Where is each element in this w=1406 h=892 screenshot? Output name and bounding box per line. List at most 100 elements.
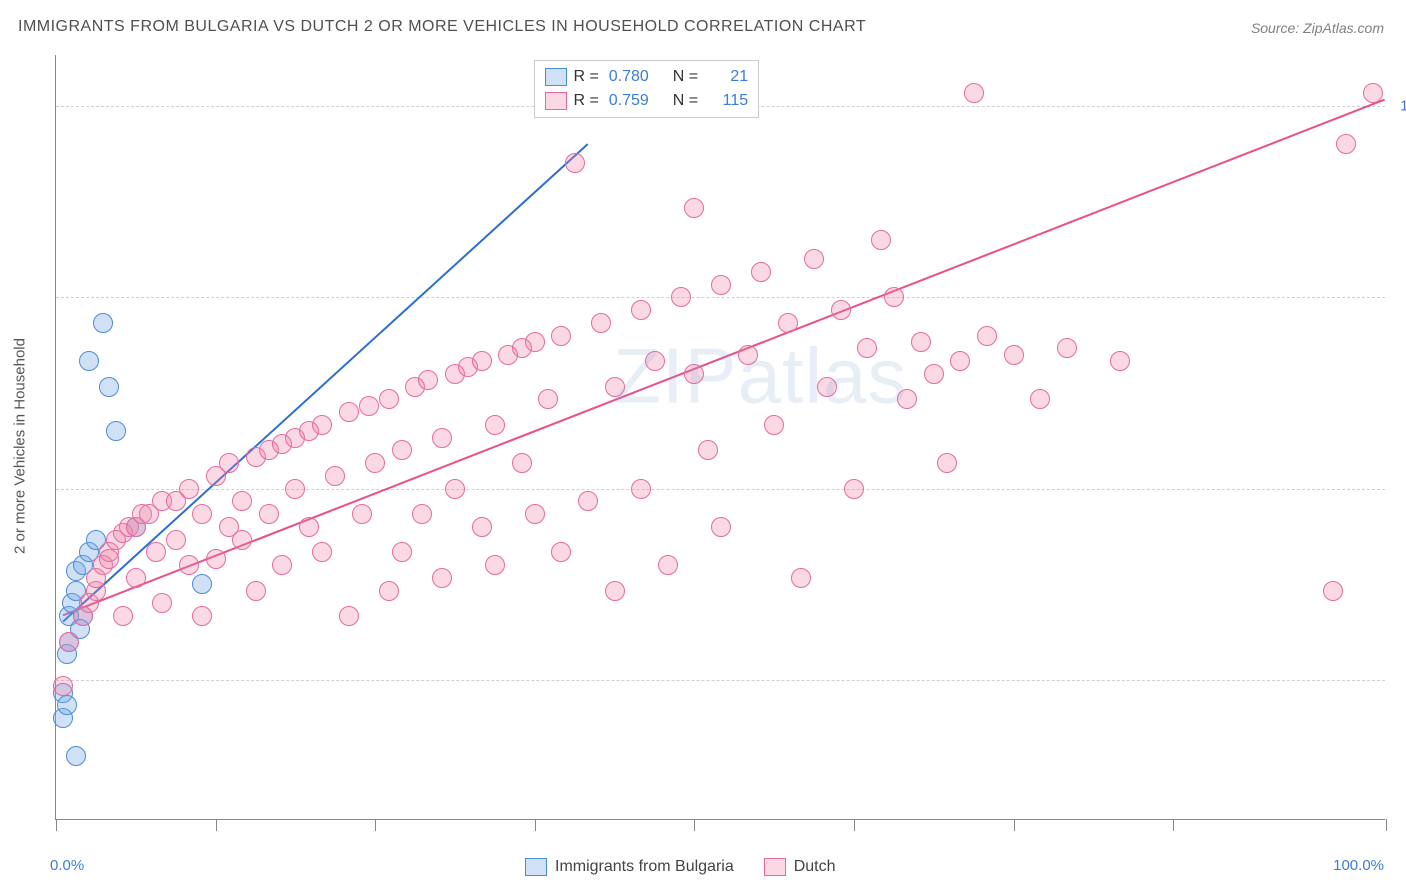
data-point-dutch xyxy=(259,504,279,524)
data-point-dutch xyxy=(578,491,598,511)
x-tick xyxy=(535,819,536,831)
data-point-dutch xyxy=(206,549,226,569)
data-point-dutch xyxy=(751,262,771,282)
legend-swatch xyxy=(545,68,567,86)
data-point-dutch xyxy=(565,153,585,173)
data-point-dutch xyxy=(325,466,345,486)
data-point-dutch xyxy=(365,453,385,473)
data-point-bulgaria xyxy=(106,421,126,441)
data-point-bulgaria xyxy=(66,746,86,766)
legend-series-label: Dutch xyxy=(794,858,836,876)
legend-item-bulgaria: Immigrants from Bulgaria xyxy=(525,858,734,876)
y-tick-label: 85.0% xyxy=(1391,289,1406,306)
data-point-dutch xyxy=(272,555,292,575)
data-point-dutch xyxy=(53,676,73,696)
data-point-dutch xyxy=(285,479,305,499)
series-legend: Immigrants from Bulgaria Dutch xyxy=(525,858,836,876)
data-point-dutch xyxy=(392,542,412,562)
data-point-dutch xyxy=(359,396,379,416)
data-point-dutch xyxy=(817,377,837,397)
data-point-dutch xyxy=(1363,83,1383,103)
data-point-dutch xyxy=(445,479,465,499)
data-point-dutch xyxy=(485,415,505,435)
data-point-dutch xyxy=(59,632,79,652)
data-point-dutch xyxy=(412,504,432,524)
data-point-bulgaria xyxy=(79,351,99,371)
data-point-dutch xyxy=(658,555,678,575)
x-tick xyxy=(854,819,855,831)
legend-n-label: N = xyxy=(673,68,698,86)
x-tick xyxy=(375,819,376,831)
chart-title: IMMIGRANTS FROM BULGARIA VS DUTCH 2 OR M… xyxy=(18,18,866,36)
data-point-dutch xyxy=(937,453,957,473)
data-point-dutch xyxy=(804,249,824,269)
gridline xyxy=(56,489,1385,490)
data-point-dutch xyxy=(379,389,399,409)
data-point-dutch xyxy=(512,453,532,473)
data-point-dutch xyxy=(192,606,212,626)
data-point-dutch xyxy=(146,542,166,562)
y-tick-label: 70.0% xyxy=(1391,480,1406,497)
data-point-dutch xyxy=(1323,581,1343,601)
data-point-dutch xyxy=(392,440,412,460)
data-point-dutch xyxy=(605,377,625,397)
gridline xyxy=(56,680,1385,681)
data-point-dutch xyxy=(1110,351,1130,371)
data-point-dutch xyxy=(631,479,651,499)
data-point-dutch xyxy=(551,542,571,562)
y-axis-label: 2 or more Vehicles in Household xyxy=(12,338,29,554)
data-point-dutch xyxy=(684,364,704,384)
regression-line-dutch xyxy=(63,100,1385,616)
data-point-dutch xyxy=(232,491,252,511)
x-tick xyxy=(1014,819,1015,831)
data-point-dutch xyxy=(711,517,731,537)
data-point-dutch xyxy=(738,345,758,365)
x-tick xyxy=(1386,819,1387,831)
x-tick xyxy=(56,819,57,831)
data-point-dutch xyxy=(924,364,944,384)
data-point-dutch xyxy=(844,479,864,499)
legend-n-value: 21 xyxy=(704,68,748,86)
data-point-dutch xyxy=(698,440,718,460)
data-point-dutch xyxy=(352,504,372,524)
data-point-dutch xyxy=(631,300,651,320)
y-tick-label: 55.0% xyxy=(1391,671,1406,688)
data-point-dutch xyxy=(911,332,931,352)
data-point-dutch xyxy=(299,517,319,537)
data-point-dutch xyxy=(472,517,492,537)
data-point-dutch xyxy=(99,549,119,569)
data-point-dutch xyxy=(1336,134,1356,154)
legend-swatch xyxy=(764,858,786,876)
legend-n-label: N = xyxy=(673,92,698,110)
data-point-dutch xyxy=(339,606,359,626)
data-point-dutch xyxy=(166,530,186,550)
data-point-dutch xyxy=(246,581,266,601)
data-point-dutch xyxy=(684,198,704,218)
x-tick xyxy=(216,819,217,831)
data-point-dutch xyxy=(525,332,545,352)
data-point-dutch xyxy=(950,351,970,371)
data-point-dutch xyxy=(964,83,984,103)
chart-source: Source: ZipAtlas.com xyxy=(1251,20,1384,36)
data-point-dutch xyxy=(1030,389,1050,409)
data-point-dutch xyxy=(871,230,891,250)
data-point-dutch xyxy=(671,287,691,307)
x-axis-min-label: 0.0% xyxy=(50,857,84,874)
data-point-dutch xyxy=(764,415,784,435)
data-point-dutch xyxy=(312,415,332,435)
data-point-dutch xyxy=(897,389,917,409)
regression-lines xyxy=(56,55,1385,819)
legend-item-dutch: Dutch xyxy=(764,858,836,876)
data-point-dutch xyxy=(179,555,199,575)
data-point-dutch xyxy=(232,530,252,550)
legend-swatch xyxy=(545,92,567,110)
data-point-dutch xyxy=(432,568,452,588)
data-point-dutch xyxy=(538,389,558,409)
gridline xyxy=(56,297,1385,298)
data-point-dutch xyxy=(711,275,731,295)
data-point-bulgaria xyxy=(57,695,77,715)
data-point-dutch xyxy=(791,568,811,588)
data-point-bulgaria xyxy=(192,574,212,594)
data-point-dutch xyxy=(605,581,625,601)
data-point-dutch xyxy=(379,581,399,601)
